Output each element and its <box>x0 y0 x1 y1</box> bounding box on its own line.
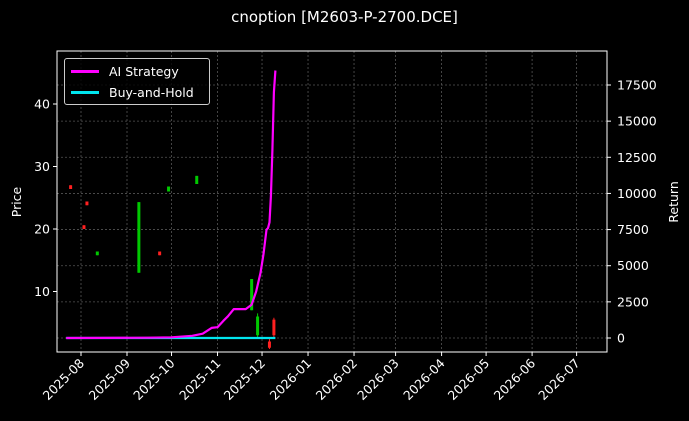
legend: AI Strategy Buy-and-Hold <box>64 58 210 105</box>
y-right-tick-label: 5000 <box>617 258 649 273</box>
y-axis-right: 0 2500 5000 7500 10000 12500 15000 17500 <box>607 78 657 346</box>
legend-swatch-buy-and-hold <box>71 90 99 94</box>
plot-frame <box>56 50 608 353</box>
y-left-tick-label: 20 <box>34 222 50 237</box>
y-right-tick-label: 12500 <box>617 150 657 165</box>
y-right-tick-label: 2500 <box>617 294 649 309</box>
y-axis-left-label: Price <box>9 186 24 217</box>
legend-item-buy-and-hold: Buy-and-Hold <box>71 82 194 102</box>
x-tick-label: 2026-04 <box>400 355 448 403</box>
legend-label: Buy-and-Hold <box>109 84 194 100</box>
y-left-tick-label: 30 <box>34 159 50 174</box>
legend-label: AI Strategy <box>109 63 179 79</box>
y-right-tick-label: 15000 <box>617 114 657 129</box>
x-axis: 2025-082025-092025-102025-112025-122026-… <box>40 352 583 403</box>
candlesticks <box>69 175 276 349</box>
x-tick-label: 2026-02 <box>313 356 361 404</box>
y-right-tick-label: 7500 <box>617 222 649 237</box>
series-lines <box>66 70 277 340</box>
y-axis-right-label: Return <box>666 181 681 222</box>
legend-swatch-ai-strategy <box>71 69 99 73</box>
legend-item-ai-strategy: AI Strategy <box>71 61 179 81</box>
y-left-tick-label: 40 <box>34 97 50 112</box>
x-tick-label: 2026-03 <box>354 356 402 404</box>
x-tick-label: 2026-05 <box>445 356 493 404</box>
x-tick-label: 2025-09 <box>86 355 134 403</box>
x-tick-label: 2026-01 <box>267 356 315 404</box>
x-tick-label: 2025-08 <box>40 355 88 403</box>
y-axis-left: 10 20 30 40 <box>34 97 57 299</box>
chart-title: cnoption [M2603-P-2700.DCE] <box>231 8 458 26</box>
y-right-tick-label: 17500 <box>617 78 657 93</box>
y-right-tick-label: 0 <box>617 331 625 346</box>
y-left-tick-label: 10 <box>34 284 50 299</box>
x-tick-label: 2026-06 <box>491 355 539 403</box>
y-right-tick-label: 10000 <box>617 186 657 201</box>
x-tick-label: 2025-11 <box>176 356 224 404</box>
series-line <box>66 70 277 340</box>
x-tick-label: 2025-10 <box>130 355 178 403</box>
x-tick-label: 2026-07 <box>535 356 583 404</box>
x-tick-label: 2025-12 <box>221 356 269 404</box>
